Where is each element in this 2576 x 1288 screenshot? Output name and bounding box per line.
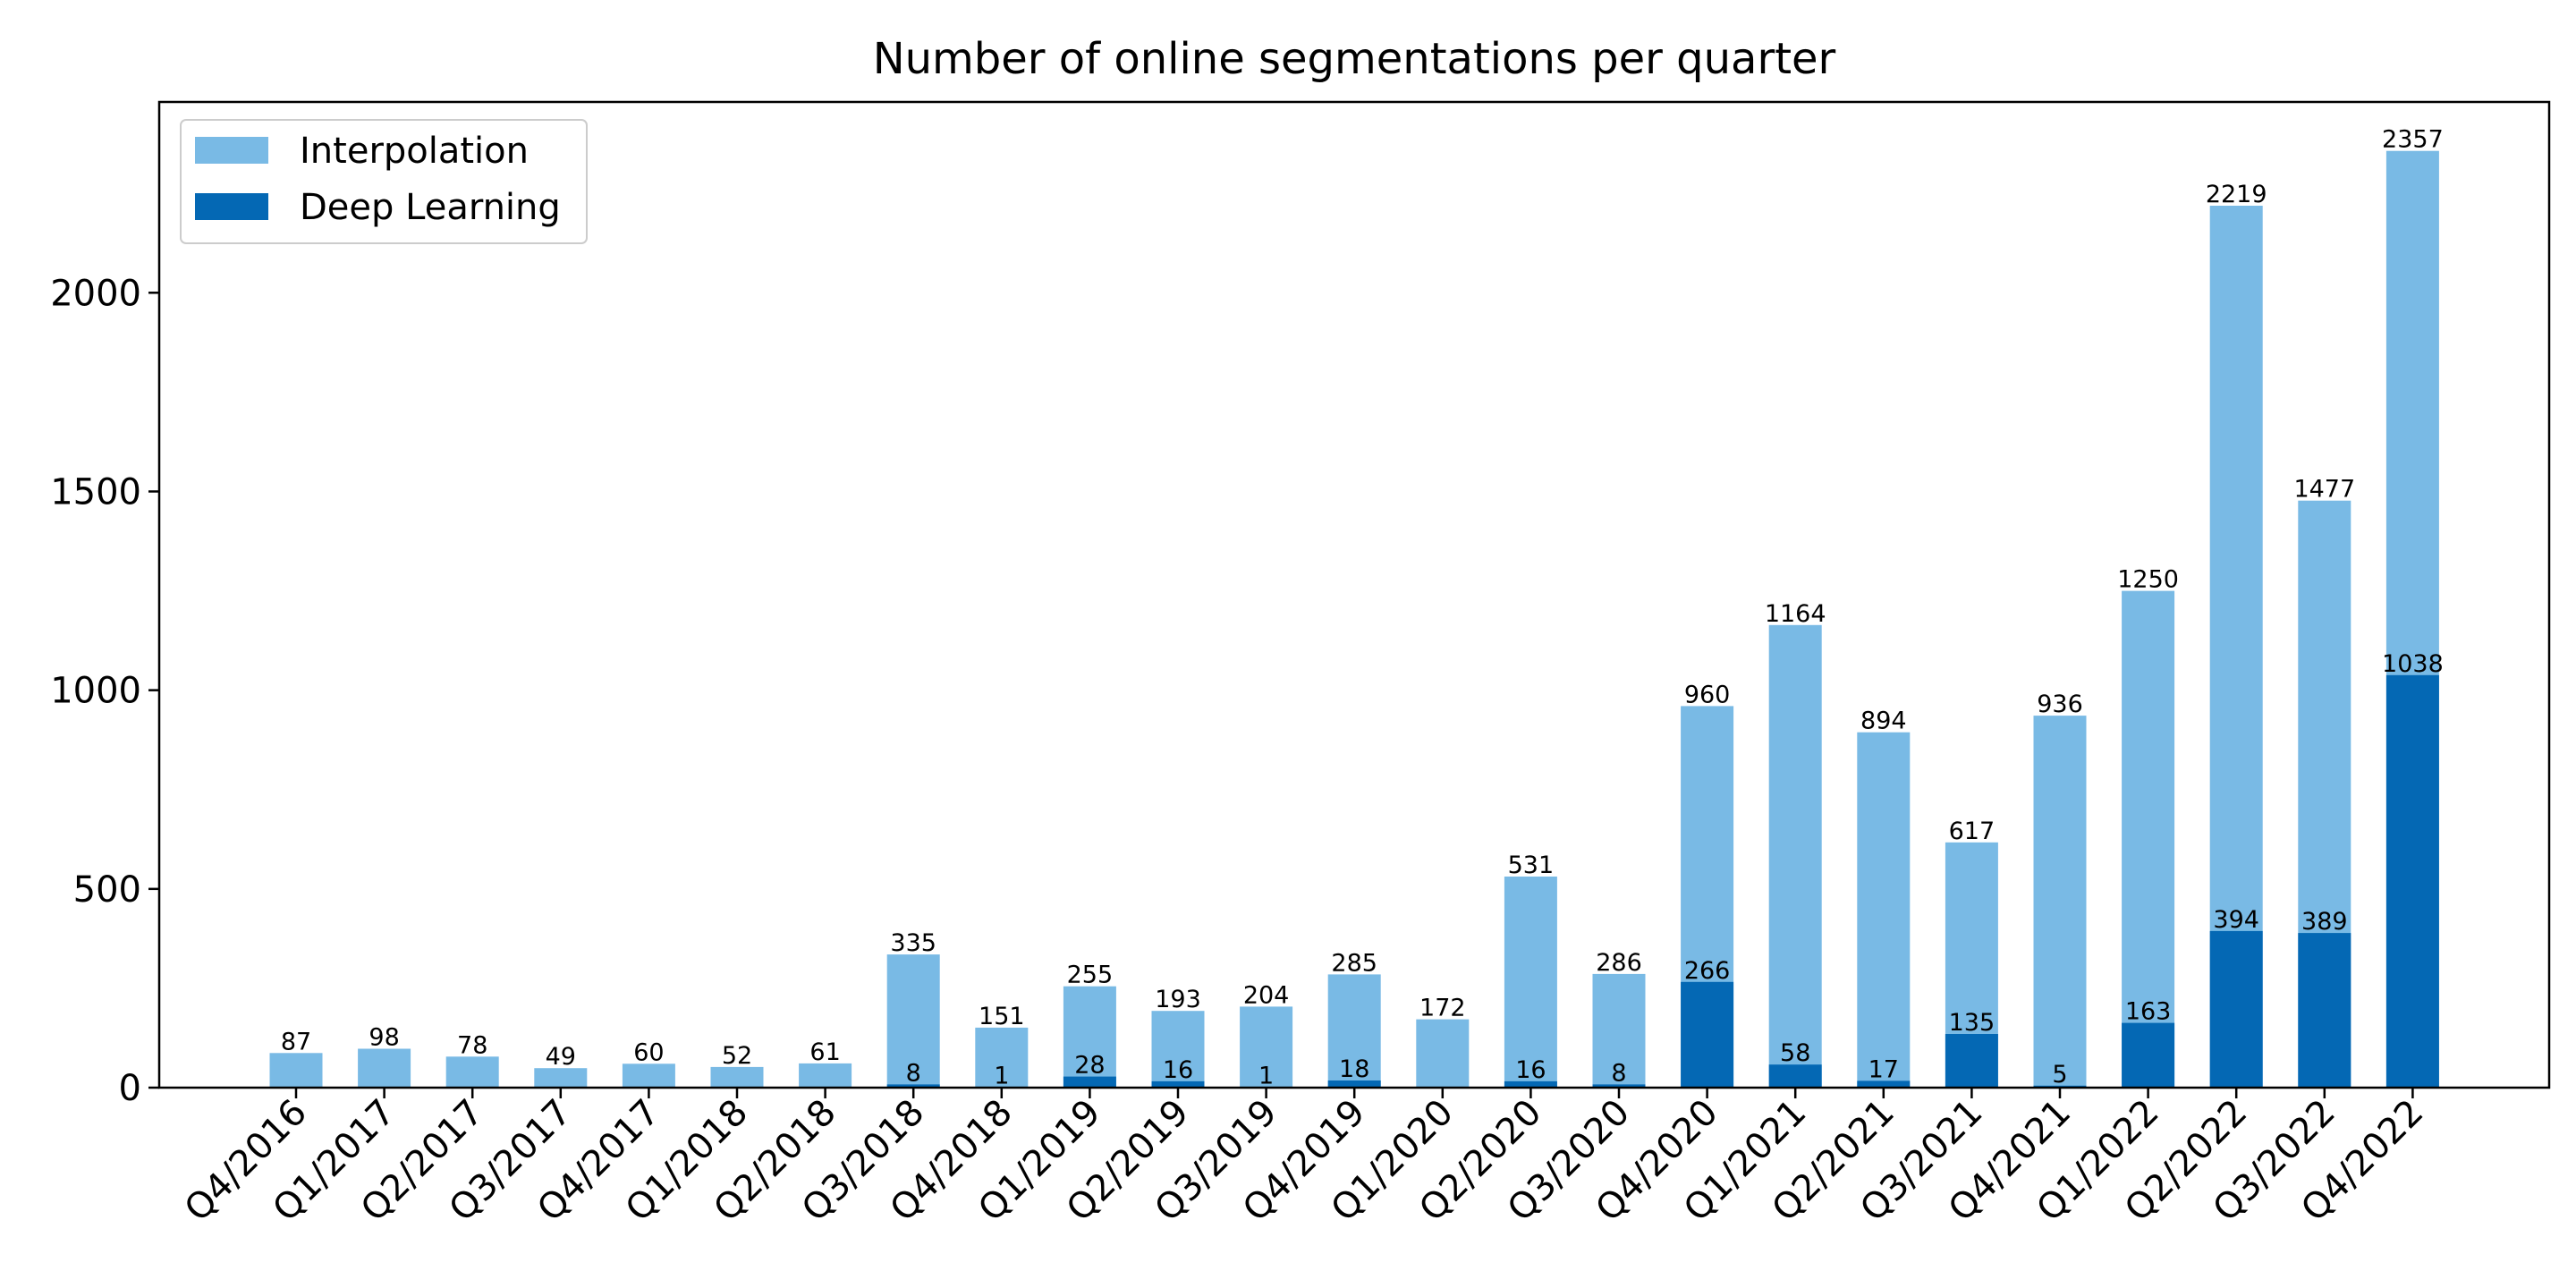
bar-interpolation-1 (358, 1048, 411, 1088)
legend-label-0: Interpolation (300, 131, 529, 172)
data-label-interpolation-20: 936 (2037, 691, 2083, 718)
bar-interpolation-7 (886, 954, 940, 1088)
bar-deep-learning-17 (1768, 1064, 1822, 1088)
legend-label-1: Deep Learning (300, 187, 561, 228)
bar-deep-learning-12 (1327, 1080, 1381, 1088)
bar-interpolation-21 (2122, 590, 2175, 1088)
data-label-interpolation-3: 49 (546, 1043, 576, 1071)
bar-interpolation-11 (1240, 1006, 1293, 1088)
data-label-interpolation-18: 894 (1860, 708, 1907, 735)
data-label-interpolation-14: 531 (1508, 852, 1555, 879)
bars-group (269, 150, 2439, 1089)
data-label-deep-learning-15: 8 (1611, 1059, 1626, 1087)
bar-deep-learning-23 (2298, 933, 2351, 1088)
data-label-interpolation-4: 60 (633, 1038, 664, 1066)
bar-interpolation-3 (534, 1068, 588, 1088)
bar-deep-learning-14 (1504, 1080, 1557, 1088)
y-tick-label-3: 1500 (50, 471, 141, 513)
data-label-deep-learning-11: 1 (1258, 1063, 1274, 1090)
bar-interpolation-9 (1063, 986, 1116, 1088)
data-label-deep-learning-20: 5 (2052, 1061, 2067, 1089)
bar-interpolation-13 (1416, 1019, 1470, 1088)
bar-interpolation-18 (1857, 732, 1911, 1088)
data-label-deep-learning-16: 266 (1684, 957, 1731, 985)
data-label-interpolation-16: 960 (1684, 681, 1731, 708)
data-label-deep-learning-19: 135 (1949, 1009, 1996, 1037)
data-label-interpolation-0: 87 (281, 1028, 311, 1055)
data-label-interpolation-2: 78 (457, 1031, 487, 1059)
data-label-interpolation-23: 1477 (2293, 476, 2355, 504)
data-label-deep-learning-14: 16 (1515, 1056, 1546, 1084)
data-label-interpolation-24: 2357 (2382, 126, 2444, 154)
bar-interpolation-8 (975, 1027, 1029, 1088)
bar-interpolation-15 (1592, 973, 1646, 1088)
bar-interpolation-5 (710, 1066, 764, 1088)
legend-box (180, 119, 588, 244)
data-label-deep-learning-7: 8 (906, 1059, 921, 1087)
bar-interpolation-20 (2033, 716, 2087, 1088)
data-label-interpolation-1: 98 (369, 1024, 399, 1052)
data-label-interpolation-13: 172 (1419, 995, 1466, 1022)
y-tick-label-1: 500 (73, 869, 141, 911)
bar-interpolation-6 (799, 1063, 852, 1088)
data-label-deep-learning-12: 18 (1339, 1055, 1369, 1083)
bar-deep-learning-9 (1063, 1076, 1116, 1088)
bar-deep-learning-15 (1592, 1084, 1646, 1088)
bar-deep-learning-21 (2122, 1022, 2175, 1088)
data-label-deep-learning-18: 17 (1868, 1055, 1899, 1083)
data-label-interpolation-6: 61 (809, 1038, 840, 1066)
data-label-deep-learning-24: 1038 (2382, 650, 2444, 678)
bar-deep-learning-16 (1681, 981, 1734, 1088)
legend-swatch-0 (195, 137, 268, 164)
data-label-deep-learning-22: 394 (2213, 906, 2259, 934)
data-label-deep-learning-9: 28 (1074, 1052, 1105, 1080)
bar-deep-learning-18 (1857, 1080, 1911, 1088)
bar-interpolation-4 (622, 1063, 675, 1088)
bar-deep-learning-24 (2385, 674, 2439, 1088)
data-label-interpolation-12: 285 (1331, 949, 1377, 977)
data-label-interpolation-19: 617 (1949, 818, 1996, 845)
bar-interpolation-10 (1151, 1011, 1205, 1088)
y-tick-label-4: 2000 (50, 273, 141, 314)
data-label-interpolation-10: 193 (1155, 986, 1201, 1013)
data-label-deep-learning-8: 1 (994, 1063, 1009, 1090)
y-axis: 0 500 1000 1500 2000 (50, 273, 159, 1109)
data-label-interpolation-17: 1164 (1765, 600, 1826, 628)
bar-interpolation-2 (445, 1056, 499, 1088)
legend-swatch-1 (195, 193, 268, 220)
bar-deep-learning-10 (1151, 1080, 1205, 1088)
data-label-deep-learning-23: 389 (2301, 908, 2348, 936)
data-label-interpolation-11: 204 (1243, 981, 1290, 1009)
bar-interpolation-14 (1504, 877, 1557, 1088)
bar-interpolation-0 (269, 1053, 323, 1088)
bar-deep-learning-22 (2209, 930, 2263, 1088)
data-label-interpolation-7: 335 (890, 929, 936, 957)
y-tick-label-2: 1000 (50, 671, 141, 712)
plot-frame (157, 100, 2551, 1089)
data-label-interpolation-8: 151 (979, 1003, 1025, 1030)
bar-interpolation-12 (1327, 974, 1381, 1088)
data-label-interpolation-21: 1250 (2117, 566, 2179, 594)
x-axis: Q4/2016Q1/2017Q2/2017Q3/2017Q4/2017Q1/20… (177, 1088, 2431, 1230)
y-tick-label-0: 0 (119, 1068, 141, 1109)
chart-title: Number of online segmentations per quart… (873, 34, 1836, 84)
bar-interpolation-17 (1768, 624, 1822, 1088)
data-label-interpolation-22: 2219 (2206, 181, 2267, 208)
data-label-deep-learning-10: 16 (1163, 1056, 1193, 1084)
data-label-deep-learning-17: 58 (1780, 1039, 1810, 1067)
legend: Interpolation Deep Learning (180, 119, 588, 244)
data-label-deep-learning-21: 163 (2125, 998, 2172, 1026)
data-label-interpolation-5: 52 (722, 1042, 752, 1070)
data-label-interpolation-9: 255 (1067, 962, 1114, 989)
bar-deep-learning-7 (886, 1084, 940, 1088)
bar-deep-learning-19 (1945, 1034, 1998, 1088)
data-label-interpolation-15: 286 (1596, 949, 1642, 977)
